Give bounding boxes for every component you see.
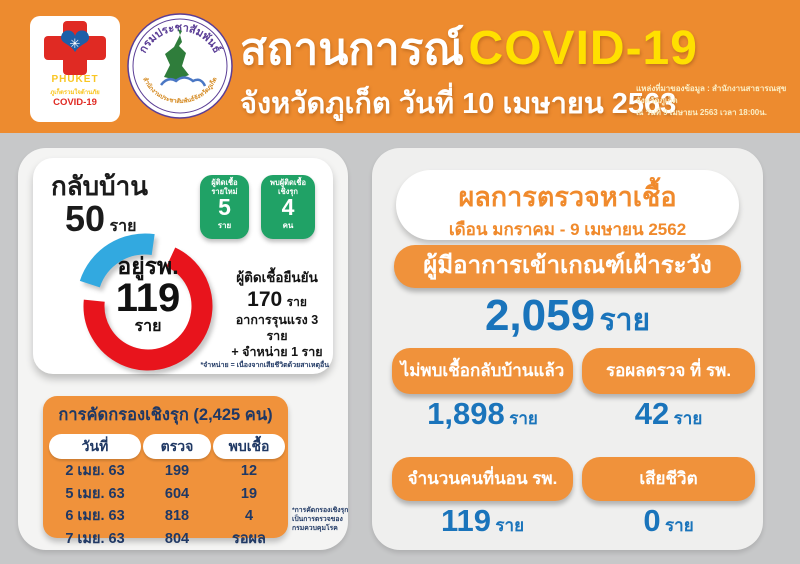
stat-unit: ราย (665, 516, 694, 535)
screening-title: การคัดกรองเชิงรุก (2,425 คน) (58, 406, 273, 424)
active-screening-card: การคัดกรองเชิงรุก (2,425 คน) วันที่ ตรวจ… (43, 396, 288, 547)
results-date-range: เดือน มกราคม - 9 เมษายน 2562 (448, 220, 687, 239)
confirmed-label: ผู้ติดเชื้อยืนยัน (236, 270, 318, 285)
stat-unit: ราย (509, 409, 538, 428)
donut-center-label: อยู่รพ. 119 ราย (70, 254, 226, 335)
returned-home-value: 50 ราย (65, 198, 136, 240)
red-cross-icon (44, 36, 106, 60)
returned-home-number: 50 (65, 198, 106, 239)
phuket-logo-covid-label: COVID-19 (53, 97, 97, 108)
source-line-2: ณ วันที่ 9 เมษายน 2563 เวลา 18:00น. (636, 108, 767, 117)
stat-value-deaths: 0 ราย (582, 503, 755, 539)
screening-table: วันที่ ตรวจ พบเชื้อ 2 เมย. 63 199 12 5 เ… (43, 428, 288, 549)
stat-pill-in-hospital: จำนวนคนที่นอน รพ. (392, 457, 573, 501)
stat-unit: ราย (673, 409, 703, 428)
table-row: 5 เมย. 63 (65, 485, 125, 502)
col-header-positive: พบเชื้อ (213, 434, 285, 459)
phuket-logo-slogan: ภูเก็ตรวมใจต้านภัย (50, 90, 100, 96)
pui-unit: ราย (599, 304, 651, 337)
returned-home-label: กลับบ้าน (51, 171, 149, 201)
heart-icon: ❤ (59, 22, 91, 64)
page-title: สถานการณ์ COVID-19 (240, 14, 800, 84)
new-cases-unit: ราย (217, 221, 232, 230)
title-covid19: COVID-19 (468, 22, 698, 75)
confirmed-value-line: 170 ราย (225, 288, 329, 312)
table-row: 12 (240, 463, 258, 479)
results-title: ผลการตรวจหาเชื้อ (458, 182, 677, 212)
pui-value: 2,059 (484, 291, 596, 340)
hospital-donut-chart (76, 233, 214, 371)
stat-value-no-infection: 1,898 ราย (392, 396, 573, 432)
title-block: สถานการณ์ COVID-19 จังหวัดภูเก็ต วันที่ … (240, 14, 800, 126)
stat-value-in-hospital: 119 ราย (392, 503, 573, 539)
table-row: 2 เมย. 63 (65, 463, 125, 479)
screening-footnote-line: เป็นการตรวจของ (292, 516, 343, 523)
source-line-1: แหล่งที่มาของข้อมูล : สำนักงานสาธารณสุขจ… (636, 84, 787, 105)
data-source-note: แหล่งที่มาของข้อมูล : สำนักงานสาธารณสุขจ… (636, 83, 798, 119)
in-hospital-value: 119 (115, 276, 181, 320)
test-results-panel: ผลการตรวจหาเชื้อ เดือน มกราคม - 9 เมษายน… (372, 148, 763, 550)
severe-cases-line: อาการรุนแรง 3 ราย (235, 313, 319, 343)
active-cases-label1: พบผู้ติดเชื้อ (270, 178, 306, 187)
col-header-date: วันที่ (49, 434, 141, 459)
in-hospital-unit: ราย (134, 318, 162, 335)
left-panel: กลับบ้าน 50 ราย ผู้ติดเชื้อ รายใหม่ 5 รา… (18, 148, 348, 550)
screening-footnote-line: กรมควบคุมโรค (292, 525, 338, 532)
prd-department-logo: กรมประชาสัมพันธ์ สำนักงานประชาสัมพันธ์จั… (127, 13, 233, 119)
col-header-tested: ตรวจ (143, 434, 211, 459)
pui-count: 2,059 ราย (372, 291, 763, 344)
active-cases-label2: เชิงรุก (278, 186, 298, 196)
table-row: 19 (240, 485, 258, 502)
phuket-logo-name: PHUKET (51, 74, 99, 85)
active-screening-badge: พบผู้ติดเชื้อ เชิงรุก 4 คน (261, 175, 315, 239)
new-cases-value: 5 (218, 194, 231, 220)
table-row: 199 (164, 463, 190, 479)
new-cases-badge: ผู้ติดเชื้อ รายใหม่ 5 ราย (200, 175, 249, 239)
results-header-pill: ผลการตรวจหาเชื้อ เดือน มกราคม - 9 เมษายน… (396, 170, 739, 240)
pui-label-pill: ผู้มีอาการเข้าเกณฑ์เฝ้าระวัง (394, 245, 741, 288)
screening-footnote-line: *การคัดกรองเชิงรุก (292, 507, 349, 514)
stat-unit: ราย (495, 516, 525, 535)
table-row: 804 (164, 530, 190, 547)
hospital-status-card: กลับบ้าน 50 ราย ผู้ติดเชื้อ รายใหม่ 5 รา… (33, 158, 333, 374)
table-row: 6 เมย. 63 (65, 508, 125, 524)
stat-number: 0 (643, 503, 661, 538)
title-thai: สถานการณ์ (240, 25, 465, 74)
stat-pill-deaths: เสียชีวิต (582, 457, 755, 501)
confirmed-cases-block: ผู้ติดเชื้อยืนยัน 170 ราย อาการรุนแรง 3 … (225, 266, 329, 360)
phuket-covid-logo: ❤ ✳ PHUKET ภูเก็ตรวมใจต้านภัย COVID-19 (30, 16, 120, 122)
virus-icon: ✳ (69, 36, 81, 51)
table-row: รอผล (232, 530, 266, 547)
returned-home-unit: ราย (109, 218, 137, 235)
table-row: 4 (244, 508, 254, 524)
discharge-footnote: *จำหน่าย = เนื่องจากเสียชีวิตด้วยสาเหตุอ… (200, 362, 329, 369)
discharged-line: + จำหน่าย 1 ราย (231, 345, 323, 359)
table-row: 818 (164, 508, 190, 524)
stat-pill-no-infection: ไม่พบเชื้อกลับบ้านแล้ว (392, 348, 573, 394)
stat-number: 1,898 (427, 396, 505, 431)
screening-footnote: *การคัดกรองเชิงรุก เป็นการตรวจของ กรมควบ… (292, 506, 352, 533)
stat-value-awaiting-results: 42 ราย (582, 396, 755, 432)
confirmed-unit: ราย (286, 295, 307, 309)
stat-pill-awaiting-results: รอผลตรวจ ที่ รพ. (582, 348, 755, 394)
active-cases-value: 4 (281, 194, 295, 220)
page-subtitle: จังหวัดภูเก็ต วันที่ 10 เมษายน 2563 (240, 88, 677, 120)
in-hospital-label: อยู่รพ. (117, 253, 179, 279)
deity-figure-icon (160, 29, 207, 87)
header-banner: ❤ ✳ PHUKET ภูเก็ตรวมใจต้านภัย COVID-19 ก… (0, 0, 800, 133)
new-cases-label2: รายใหม่ (211, 186, 238, 196)
new-cases-label1: ผู้ติดเชื้อ (211, 178, 238, 187)
stat-number: 42 (634, 396, 670, 431)
stat-number: 119 (440, 503, 491, 538)
confirmed-value: 170 (247, 288, 283, 311)
active-cases-unit: คน (282, 221, 294, 230)
table-row: 604 (164, 485, 190, 502)
table-row: 7 เมย. 63 (65, 530, 125, 547)
